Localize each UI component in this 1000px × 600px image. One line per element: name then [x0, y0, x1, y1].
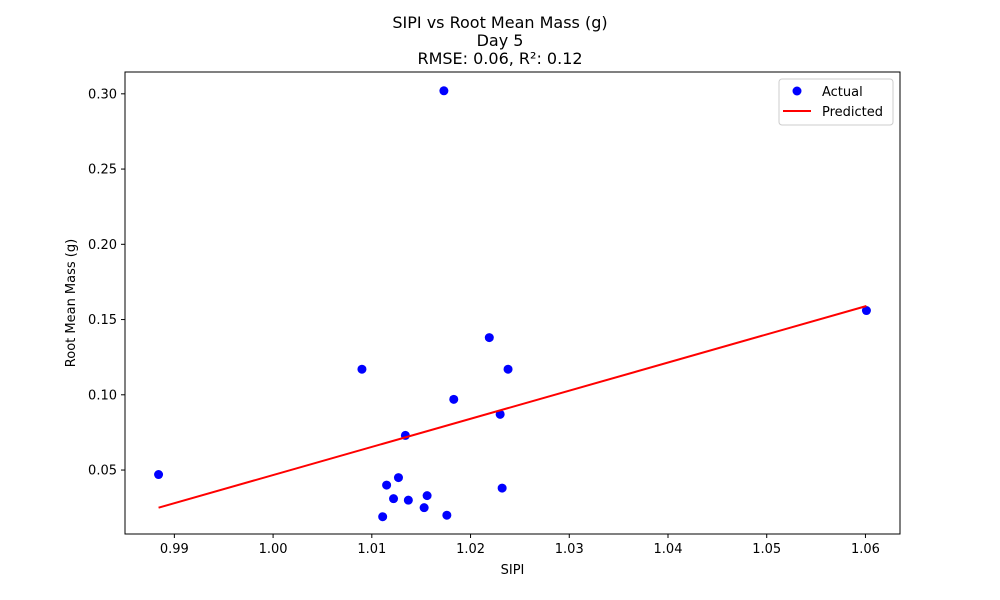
y-axis-label: Root Mean Mass (g) [64, 239, 79, 367]
y-tick-label: 0.10 [88, 388, 117, 403]
chart-title-line-1: SIPI vs Root Mean Mass (g) [392, 13, 608, 32]
data-point-actual [382, 480, 392, 490]
data-point-actual [861, 306, 871, 316]
data-point-actual [422, 491, 432, 501]
x-tick-label: 0.99 [160, 542, 189, 557]
legend-marker-actual [792, 86, 802, 96]
x-tick-label: 1.03 [555, 542, 584, 557]
y-tick-label: 0.20 [88, 238, 117, 253]
chart-title-line-3: RMSE: 0.06, R²: 0.12 [417, 49, 583, 68]
legend-label-actual: Actual [822, 85, 863, 100]
data-point-actual [449, 394, 459, 404]
data-point-actual [503, 364, 513, 374]
y-tick-label: 0.15 [88, 313, 117, 328]
predicted-line [158, 305, 867, 509]
x-tick-label: 1.05 [752, 542, 781, 557]
data-point-actual [497, 483, 507, 493]
data-point-actual [357, 364, 367, 374]
data-point-actual [419, 503, 429, 513]
data-point-actual [154, 470, 164, 480]
x-tick-label: 1.01 [357, 542, 386, 557]
data-point-actual [403, 495, 413, 505]
legend: Actual Predicted [778, 78, 894, 126]
legend-label-predicted: Predicted [822, 105, 883, 120]
y-tick-label: 0.30 [88, 87, 117, 102]
legend-box [778, 78, 894, 126]
x-tick-label: 1.00 [259, 542, 288, 557]
x-tick-label: 1.02 [456, 542, 485, 557]
x-tick-label: 1.04 [654, 542, 683, 557]
data-point-actual [439, 86, 449, 96]
data-point-actual [393, 473, 403, 483]
y-tick-label: 0.05 [88, 464, 117, 479]
data-point-actual [484, 333, 494, 343]
chart-title-line-2: Day 5 [476, 31, 524, 50]
x-tick-label: 1.06 [851, 542, 880, 557]
data-point-actual [378, 512, 388, 522]
data-point-actual [442, 510, 452, 520]
data-point-actual [495, 409, 505, 419]
x-axis-label: SIPI [501, 563, 525, 578]
y-tick-label: 0.25 [88, 163, 117, 178]
data-point-actual [389, 494, 399, 504]
plot-frame [124, 71, 901, 535]
